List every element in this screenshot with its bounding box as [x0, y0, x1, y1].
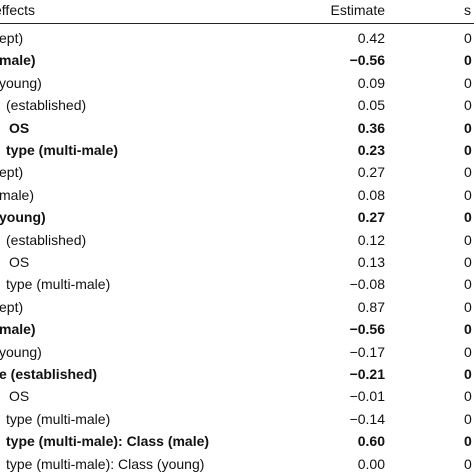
- row-se: 0: [464, 142, 472, 158]
- row-se: 0: [464, 410, 472, 427]
- header-estimate: Estimate: [330, 2, 385, 18]
- row-estimate: −0.08: [349, 276, 385, 293]
- row-effect: e (established): [0, 366, 98, 382]
- row-se: 0: [464, 388, 472, 405]
- row-estimate: −0.21: [349, 366, 385, 382]
- row-estimate: −0.56: [349, 321, 385, 338]
- row-se: 0: [464, 321, 472, 338]
- row-se: 0: [464, 30, 472, 46]
- row-effect: male): [0, 52, 36, 69]
- row-se: 0: [464, 433, 472, 450]
- row-se: 0: [464, 366, 472, 382]
- row-effect: young): [0, 74, 42, 91]
- row-effect: OS: [9, 119, 30, 136]
- row-effect: (established): [6, 97, 87, 114]
- row-se: 0: [464, 343, 472, 360]
- row-se: 0: [464, 276, 472, 293]
- row-effect: OS: [9, 388, 30, 405]
- row-effect: male): [0, 321, 36, 338]
- row-se: 0: [464, 186, 472, 203]
- header-rule: [0, 23, 474, 24]
- row-effect: type (multi-male): [6, 142, 119, 158]
- row-estimate: −0.14: [349, 410, 385, 427]
- row-effect: young): [0, 209, 46, 226]
- row-estimate: 0.12: [357, 231, 385, 248]
- row-effect: type (multi-male): [6, 410, 111, 427]
- row-effect: ept): [0, 30, 24, 46]
- row-se: 0: [464, 209, 472, 226]
- row-se: 0: [464, 74, 472, 91]
- row-estimate: 0.05: [357, 97, 385, 114]
- row-estimate: −0.01: [349, 388, 385, 405]
- row-effect: ept): [0, 164, 24, 181]
- row-effect: type (multi-male): Class (male): [6, 433, 210, 450]
- row-effect: (established): [6, 231, 87, 248]
- row-estimate: 0.42: [357, 30, 385, 46]
- row-se: 0: [464, 52, 472, 69]
- row-estimate: 0.09: [357, 74, 385, 91]
- row-se: 0: [464, 119, 472, 136]
- row-se: 0: [464, 97, 472, 114]
- row-estimate: 0.36: [357, 119, 385, 136]
- row-estimate: 0.87: [357, 298, 385, 315]
- row-effect: young): [0, 343, 42, 360]
- row-se: 0: [464, 298, 472, 315]
- row-estimate: 0.27: [357, 209, 385, 226]
- row-se: 0: [464, 254, 472, 270]
- row-effect: type (multi-male): Class (young): [6, 455, 205, 472]
- row-effect: ept): [0, 298, 24, 315]
- row-estimate: 0.00: [357, 455, 385, 472]
- header-effects: effects: [0, 2, 35, 18]
- row-se: 0: [464, 231, 472, 248]
- row-estimate: 0.27: [357, 164, 385, 181]
- row-estimate: −0.56: [349, 52, 385, 69]
- row-effect: male): [0, 186, 35, 203]
- row-effect: OS: [9, 254, 30, 270]
- row-se: 0: [464, 164, 472, 181]
- row-estimate: 0.60: [357, 433, 385, 450]
- row-estimate: 0.08: [357, 186, 385, 203]
- row-se: 0: [464, 455, 472, 472]
- header-se: s: [464, 2, 471, 18]
- row-effect: type (multi-male): [6, 276, 111, 293]
- row-estimate: 0.23: [357, 142, 385, 158]
- row-estimate: 0.13: [357, 254, 385, 270]
- row-estimate: −0.17: [349, 343, 385, 360]
